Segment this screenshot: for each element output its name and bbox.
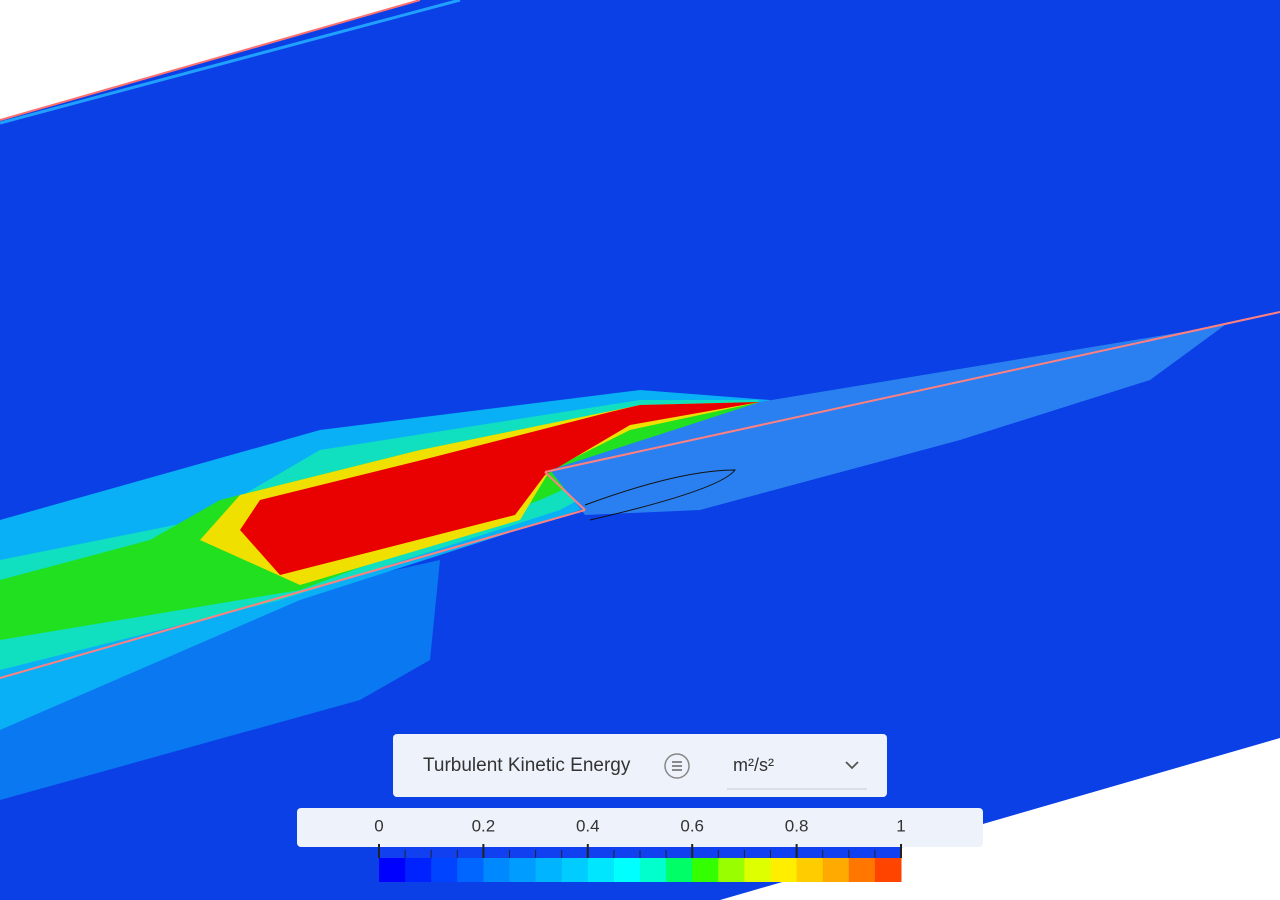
tick-label: 1 [896,816,905,835]
colorbar-segment [822,858,850,882]
colorbar-segment [874,858,902,882]
edge-line [0,509,586,679]
colorbar-segment [666,858,693,882]
tick-label: 0.8 [785,816,809,835]
colorbar-segment [692,858,719,882]
colorbar-segment [587,858,615,882]
colorbar-segment [457,858,484,882]
info-icon[interactable] [664,753,690,779]
colorbar-segment [483,858,510,882]
colorbar-segment [509,858,537,882]
hull-surface [550,325,1225,515]
tick-label: 0.2 [472,816,496,835]
colorbar-segment [770,858,798,882]
edge-line [0,0,461,125]
colorbar-segment [796,858,824,882]
legend-title: Turbulent Kinetic Energy [423,755,631,776]
colorbar-segment [744,858,771,882]
edge-line [544,311,1280,473]
edge-line [0,0,421,121]
colorbar-segment [848,858,876,882]
tick-label: 0.6 [680,816,704,835]
colorbar-segment [561,858,589,882]
colorbar-segment [431,858,458,882]
edge-line [544,471,586,511]
colorbar-segment [535,858,563,882]
colorbar-segment [613,858,641,882]
colorbar-segment [640,858,667,882]
legend-panel [393,734,887,797]
colorbar-segment [718,858,745,882]
body-outline [584,469,737,521]
info-icon-lines [672,761,682,771]
colorbar-panel [297,808,983,847]
tick-label: 0 [374,816,383,835]
colorbar-segment [379,858,406,882]
wake-region [0,560,440,800]
wake-region [240,402,760,575]
unit-label[interactable]: m²/s² [733,755,774,775]
dropdown-chevron[interactable] [845,761,859,770]
tick-label: 0.4 [576,816,600,835]
colorbar-segment [405,858,432,882]
